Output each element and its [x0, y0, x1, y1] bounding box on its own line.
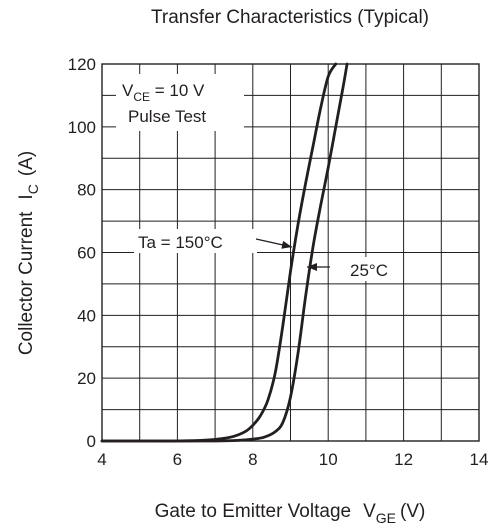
condition-pulse-test-label: Pulse Test: [128, 107, 206, 126]
x-axis-title: Gate to Emitter Voltage VGE (V): [155, 501, 426, 526]
y-tick-label: 60: [77, 244, 96, 263]
y-tick-label: 120: [68, 55, 96, 74]
y-tick-label: 0: [87, 432, 96, 451]
y-tick-label: 40: [77, 306, 96, 325]
label-150c-background: [134, 229, 257, 253]
y-tick-label: 100: [68, 118, 96, 137]
chart-title: Transfer Characteristics (Typical): [151, 7, 429, 28]
y-axis-title: Collector CurrentIC(A): [16, 151, 41, 355]
series-label-150c: Ta = 150°C: [138, 233, 223, 252]
series-line-25c: [100, 62, 349, 443]
plot-area-frame: [101, 63, 480, 442]
series-150c-arrowhead: [281, 240, 292, 249]
series-label-25c: 25°C: [350, 261, 388, 280]
x-tick-label: 14: [470, 450, 489, 469]
x-tick-label: 4: [97, 450, 106, 469]
y-tick-label: 20: [77, 369, 96, 388]
label-25c-background: [329, 257, 401, 281]
conditions-box-background: [116, 74, 244, 131]
x-tick-label: 6: [173, 450, 182, 469]
grid-lines: [102, 64, 479, 441]
axis-tick-labels: 4 6 8 10 12 14 0 20 40 60 80 100 120: [68, 55, 489, 469]
x-tick-label: 12: [394, 450, 413, 469]
x-tick-label: 8: [248, 450, 257, 469]
series-25c-arrowhead: [307, 263, 317, 271]
data-series: [100, 62, 349, 443]
condition-vce-label: VCE = 10 V: [122, 81, 205, 104]
y-tick-label: 80: [77, 181, 96, 200]
x-tick-label: 10: [319, 450, 338, 469]
